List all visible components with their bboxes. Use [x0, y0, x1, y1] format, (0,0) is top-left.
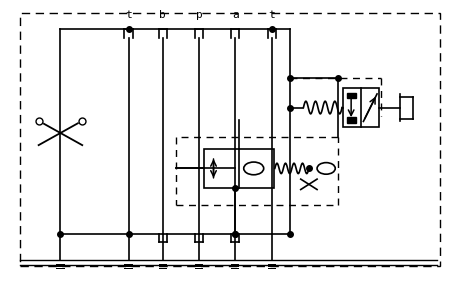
Bar	[346, 93, 356, 98]
Bar	[231, 268, 239, 270]
Bar	[56, 268, 64, 270]
Bar	[124, 266, 133, 267]
Bar	[231, 266, 239, 267]
Bar	[195, 268, 203, 270]
Bar	[195, 264, 203, 265]
Text: a: a	[232, 10, 239, 20]
Bar	[267, 268, 276, 270]
Bar	[159, 268, 167, 270]
Bar	[124, 268, 133, 270]
Bar	[159, 266, 167, 267]
Text: t: t	[268, 10, 275, 20]
Bar	[56, 266, 64, 267]
Text: t: t	[125, 10, 132, 20]
Bar	[343, 88, 379, 127]
Bar	[195, 266, 203, 267]
Bar	[159, 264, 167, 265]
Bar	[267, 266, 276, 267]
Bar	[267, 264, 276, 265]
Bar	[231, 264, 239, 265]
Bar	[346, 117, 356, 123]
Text: b: b	[159, 10, 166, 20]
Text: p: p	[196, 10, 202, 20]
Bar	[124, 264, 133, 265]
Bar	[203, 149, 274, 188]
Bar	[56, 264, 64, 265]
